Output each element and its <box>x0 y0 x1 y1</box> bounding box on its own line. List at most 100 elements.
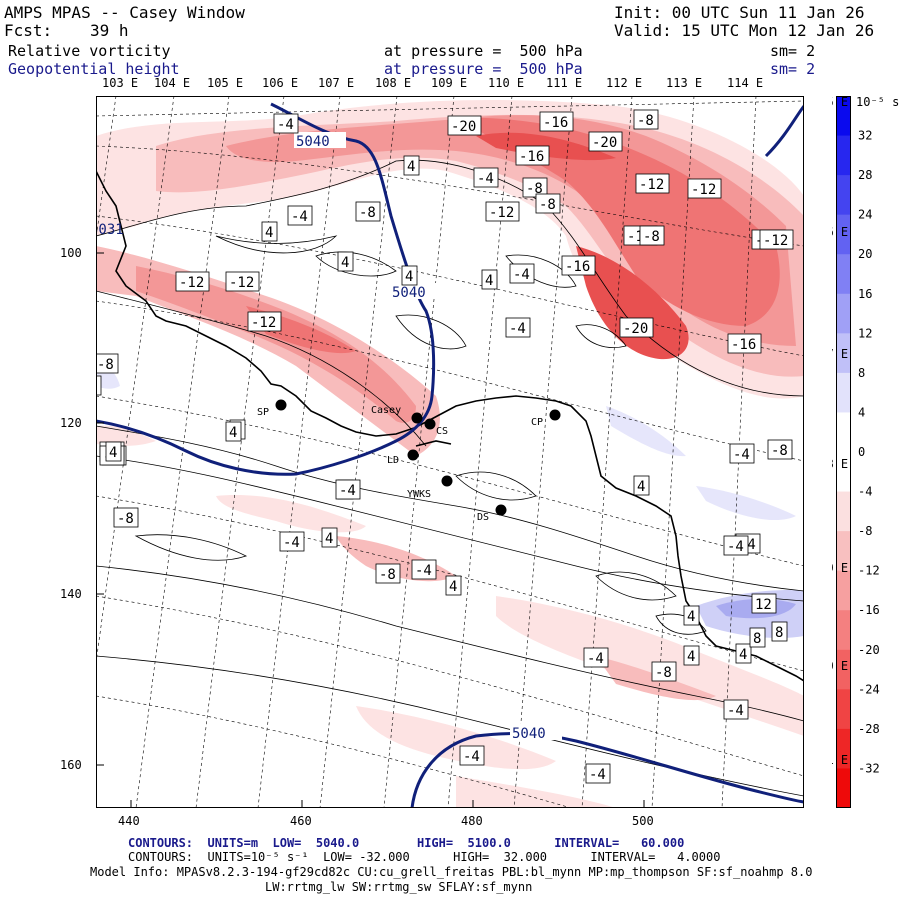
vorticity-label: 8 <box>749 627 766 648</box>
vorticity-label-text: -4 <box>589 767 606 783</box>
x-tick-label: 440 <box>118 814 140 828</box>
station-label: CP <box>531 417 543 428</box>
colorbar-tick: 24 <box>858 208 872 222</box>
vorticity-label: 4 <box>481 269 498 290</box>
colorbar-cell <box>836 214 851 255</box>
geopotential-height-contours <box>96 102 804 808</box>
colorbar-tick: 12 <box>858 326 872 340</box>
right-lon-label: 115 E <box>832 96 848 109</box>
vorticity-label: -8 <box>767 439 793 460</box>
init-time: Init: 00 UTC Sun 11 Jan 26 <box>614 3 865 22</box>
vorticity-label-text: -4 <box>463 749 480 765</box>
vorticity-label-text: -16 <box>543 115 568 131</box>
y-tick-label: 100 <box>60 246 82 260</box>
field2-smoothing: sm= 2 <box>770 60 816 78</box>
colorbar: 10⁻⁵ s⁻¹ 32 28 24 20 16 12 8 4 0 -4 -8 -12 -16 -20 -24… <box>832 96 900 808</box>
right-lon-labels: 115 E 116 E 117 E 118 E 119 E 120 E 121 E <box>832 96 848 767</box>
lon-label: 109 E <box>431 76 468 90</box>
station-label: YWKS <box>407 489 431 500</box>
vorticity-label: -12 <box>175 271 210 292</box>
colorbar-cell <box>836 175 851 216</box>
vorticity-label-text: 4 <box>449 579 457 595</box>
vorticity-label-text: -12 <box>179 275 204 291</box>
vorticity-label-text: -8 <box>379 567 396 583</box>
vorticity-label: -8 <box>355 201 381 222</box>
lon-label: 113 E <box>666 76 703 90</box>
vorticity-label-text: -4 <box>727 703 744 719</box>
colorbar-cell <box>836 491 851 532</box>
vorticity-label: -12 <box>225 271 260 292</box>
colorbar-tick: 0 <box>858 445 865 459</box>
vorticity-label-text: -8 <box>655 665 672 681</box>
vorticity-label: -4 <box>723 535 749 556</box>
lon-label: 107 E <box>318 76 355 90</box>
colorbar-tick: 8 <box>858 366 865 380</box>
vorticity-label: 4 <box>337 251 354 272</box>
vorticity-label: -4 <box>459 745 485 766</box>
vorticity-label: 4 <box>105 441 122 462</box>
y-tick-label: 140 <box>60 587 82 601</box>
vorticity-label: 4 <box>401 265 418 286</box>
colorbar-tick: 28 <box>858 168 872 182</box>
colorbar-cell <box>836 372 851 413</box>
vorticity-label: -8 <box>633 109 659 130</box>
station-label: Casey <box>371 405 401 416</box>
vorticity-label: -8 <box>113 507 139 528</box>
colorbar-cell <box>836 96 851 137</box>
vorticity-label-text: -4 <box>587 651 604 667</box>
vorticity-label: -20 <box>619 317 654 338</box>
vorticity-label: -16 <box>727 333 762 354</box>
field1-smoothing: sm= 2 <box>770 42 816 60</box>
vorticity-map: 5040 5040 5040 5031 -20-16-20-8-16-8-12-… <box>96 96 804 808</box>
colorbar-tick: 4 <box>858 405 865 419</box>
vorticity-label: 4 <box>261 221 278 242</box>
vorticity-label-text: -8 <box>643 229 660 245</box>
model-info: Model Info: MPASv8.2.3-194-gf29cd82c CU:… <box>90 865 813 879</box>
vorticity-label-text: -12 <box>229 275 254 291</box>
vorticity-label: -16 <box>515 145 550 166</box>
right-lon-label: 118 E <box>832 457 848 471</box>
lon-label: 114 E <box>727 76 764 90</box>
vorticity-label-text: -4 <box>415 563 432 579</box>
vorticity-label-text: -12 <box>691 182 716 198</box>
vorticity-label-text: 4 <box>265 225 273 241</box>
vorticity-label-text: -16 <box>565 259 590 275</box>
vorticity-label: -4 <box>287 205 313 226</box>
colorbar-tick: -4 <box>858 485 872 499</box>
field2-level: at pressure = 500 hPa <box>384 60 583 78</box>
station-label: SP <box>257 407 269 418</box>
x-tick-label: 460 <box>290 814 312 828</box>
station-marker <box>495 504 507 516</box>
vorticity-label: -8 <box>96 353 119 374</box>
colorbar-unit: 10⁻⁵ s⁻¹ <box>856 96 900 109</box>
vorticity-label: 4 <box>225 421 242 442</box>
vorticity-label-text: 4 <box>405 269 413 285</box>
vorticity-label-text: -12 <box>489 205 514 221</box>
colorbar-ticks: 32 28 24 20 16 12 8 4 0 -4 -8 -12 -16 -20 -24 -28 -32 <box>858 129 880 776</box>
vorticity-label: -4 <box>723 699 749 720</box>
lon-label: 110 E <box>488 76 525 90</box>
colorbar-tick: -24 <box>858 682 880 696</box>
vorticity-label-text: -4 <box>477 171 494 187</box>
vorticity-label: 12 <box>751 593 777 614</box>
vorticity-label-text: 4 <box>325 531 333 547</box>
station-marker <box>411 412 423 424</box>
vorticity-label: -12 <box>759 229 794 250</box>
vorticity-label: -12 <box>687 178 722 199</box>
valid-time: Valid: 15 UTC Mon 12 Jan 26 <box>614 21 875 40</box>
vorticity-label-text: -20 <box>451 119 476 135</box>
vorticity-label: -8 <box>522 177 548 198</box>
colorbar-cell <box>836 728 851 769</box>
x-tick-label: 480 <box>461 814 483 828</box>
vorticity-label-text: -20 <box>592 135 617 151</box>
field1-name: Relative vorticity <box>8 42 171 60</box>
vorticity-label-text: 4 <box>739 647 747 663</box>
vorticity-label-text: -16 <box>731 337 756 353</box>
station-label: CS <box>436 426 448 437</box>
coastline <box>96 170 804 682</box>
colorbar-cells <box>836 96 851 808</box>
colorbar-tick: -16 <box>858 603 880 617</box>
colorbar-cell <box>836 452 851 493</box>
height-label: 5031 <box>96 222 124 238</box>
vorticity-label-text: -4 <box>509 321 526 337</box>
